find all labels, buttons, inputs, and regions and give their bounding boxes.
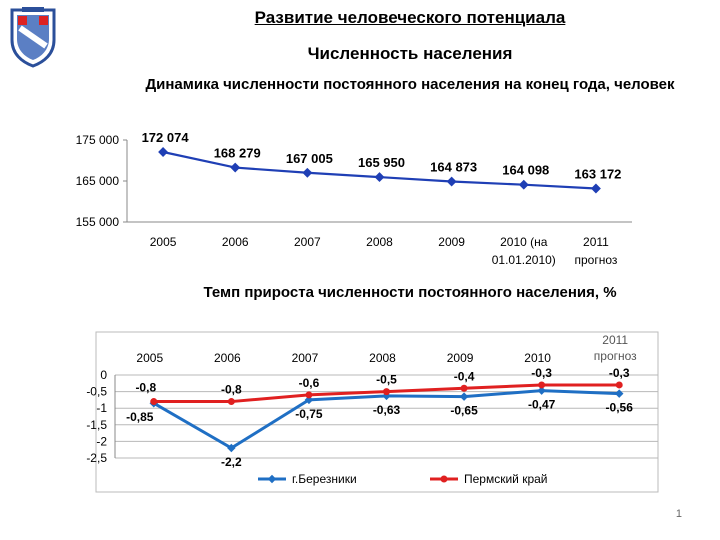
series-data-label-0: -0,56 bbox=[606, 401, 634, 415]
population-data-label: 167 005 bbox=[286, 151, 333, 166]
x-tick-label: 2008 bbox=[369, 351, 396, 365]
x-tick-label: 2007 bbox=[294, 235, 321, 249]
y-tick-label: -2 bbox=[96, 434, 107, 448]
series-data-label-0: -0,47 bbox=[528, 398, 556, 412]
series-data-label-0: -0,65 bbox=[450, 404, 478, 418]
legend-marker-0 bbox=[267, 474, 277, 484]
legend-marker-1 bbox=[440, 475, 448, 483]
series-data-label-0: -0,85 bbox=[126, 410, 154, 424]
page-subtitle: Численность населения bbox=[307, 44, 513, 63]
x-tick-label: 2010 bbox=[524, 351, 551, 365]
series-point-1 bbox=[150, 398, 158, 406]
series-point-1 bbox=[305, 391, 313, 399]
x-tick-label: прогноз bbox=[594, 349, 637, 363]
population-data-label: 163 172 bbox=[574, 166, 621, 181]
x-tick-label: 2011 bbox=[583, 235, 609, 249]
y-tick-label: 155 000 bbox=[76, 215, 120, 229]
population-data-label: 164 873 bbox=[430, 160, 477, 175]
series-data-label-0: -2,2 bbox=[221, 455, 242, 469]
x-tick-label: 2010 (на bbox=[500, 235, 548, 249]
x-tick-label: 2006 bbox=[214, 351, 241, 365]
series-point-1 bbox=[383, 388, 390, 396]
population-point bbox=[518, 179, 529, 190]
series-data-label-1: -0,6 bbox=[299, 376, 320, 390]
y-tick-label: -1 bbox=[96, 401, 107, 415]
population-point bbox=[590, 183, 601, 194]
y-tick-label: 175 000 bbox=[76, 133, 120, 147]
y-tick-label: 0 bbox=[100, 368, 107, 382]
y-tick-label: -0,5 bbox=[86, 385, 107, 399]
y-tick-label: -2,5 bbox=[86, 451, 107, 465]
x-tick-label: 2011 bbox=[602, 333, 628, 347]
y-tick-label: 165 000 bbox=[76, 174, 120, 188]
series-point-1 bbox=[538, 381, 546, 389]
series-data-label-1: -0,8 bbox=[221, 383, 242, 397]
population-point bbox=[302, 167, 313, 178]
x-tick-label: 01.01.2010) bbox=[492, 253, 556, 267]
population-data-label: 168 279 bbox=[214, 146, 261, 161]
series-point-0 bbox=[459, 392, 469, 401]
coat-of-arms-logo bbox=[10, 7, 56, 68]
population-chart: 175 000 165 000 155 000 2005 2006 2007 2008 200… bbox=[76, 130, 632, 267]
population-data-label: 172 074 bbox=[142, 130, 190, 145]
series-data-label-0: -0,75 bbox=[295, 407, 323, 421]
legend-label-0: г.Березники bbox=[292, 472, 357, 486]
x-tick-label: 2007 bbox=[292, 351, 319, 365]
x-tick-label: 2005 bbox=[150, 235, 177, 249]
population-data-label: 164 098 bbox=[502, 163, 549, 178]
x-tick-label: 2008 bbox=[366, 235, 393, 249]
population-data-label: 165 950 bbox=[358, 155, 405, 170]
page-number: 1 bbox=[675, 508, 682, 520]
chart2-title: Темп прироста численности постоянного на… bbox=[203, 284, 617, 301]
series-point-1 bbox=[615, 381, 623, 389]
series-data-label-1: -0,4 bbox=[454, 369, 475, 383]
population-point bbox=[230, 162, 241, 173]
x-tick-label: 2009 bbox=[447, 351, 474, 365]
population-point bbox=[158, 147, 169, 157]
series-data-label-0: -0,63 bbox=[373, 403, 401, 417]
series-data-label-1: -0,3 bbox=[531, 366, 552, 380]
series-point-0 bbox=[614, 389, 624, 398]
population-point bbox=[446, 176, 457, 187]
chart2-frame bbox=[95, 331, 659, 493]
series-data-label-1: -0,5 bbox=[376, 373, 397, 387]
growth-rate-chart: 0 -0,5 -1 -1,5 -2 -2,5 2005 2006 2007 2008 2009 201… bbox=[86, 331, 659, 493]
population-point bbox=[374, 172, 385, 183]
series-data-label-1: -0,3 bbox=[609, 366, 630, 380]
series-point-1 bbox=[460, 384, 468, 392]
series-point-0 bbox=[304, 395, 314, 405]
page-title: Развитие человеческого потенциала bbox=[254, 8, 566, 27]
x-tick-label: 2005 bbox=[136, 351, 163, 365]
x-tick-label: прогноз bbox=[574, 253, 617, 267]
legend-label-1: Пермский край bbox=[464, 472, 548, 486]
series-data-label-1: -0,8 bbox=[135, 381, 156, 395]
x-tick-label: 2009 bbox=[438, 235, 465, 249]
series-point-1 bbox=[227, 398, 235, 406]
x-tick-label: 2006 bbox=[222, 235, 249, 249]
y-tick-label: -1,5 bbox=[86, 418, 107, 432]
chart1-title: Динамика численности постоянного населен… bbox=[145, 76, 675, 93]
